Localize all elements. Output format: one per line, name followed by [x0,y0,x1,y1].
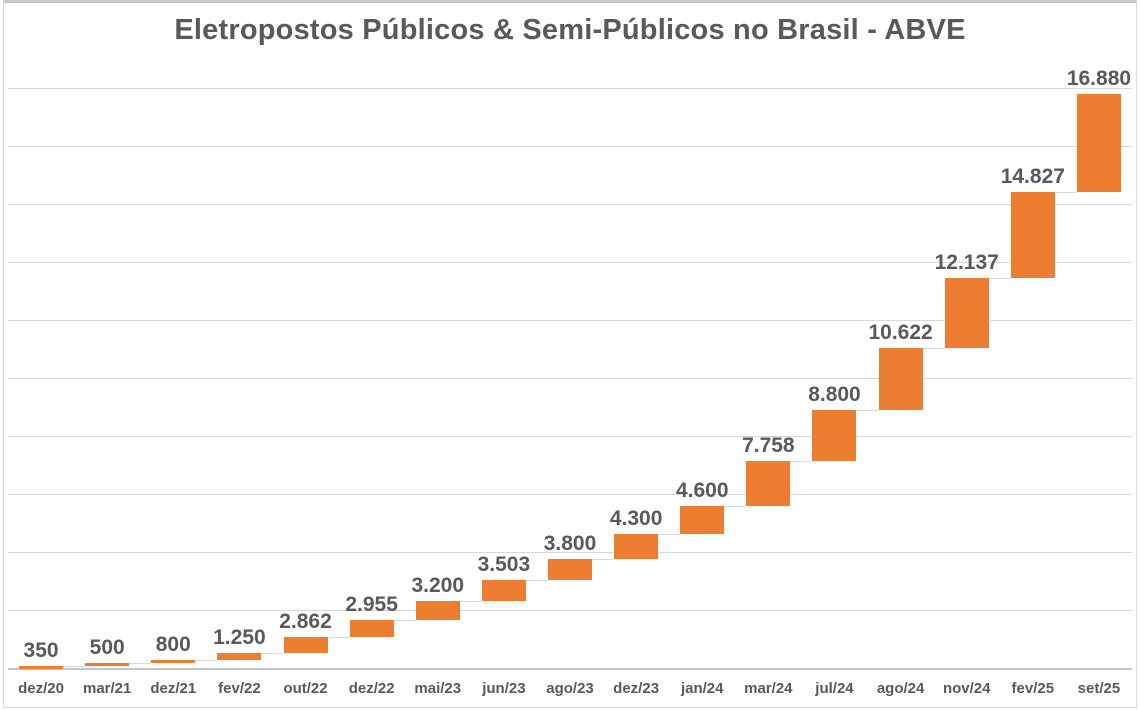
x-axis-label: jun/23 [482,680,526,697]
waterfall-bar [944,278,989,348]
y-gridline [8,610,1132,612]
waterfall-bar [217,653,262,660]
waterfall-bar [812,410,857,461]
y-gridline [8,146,1132,148]
x-axis-label: dez/22 [348,680,395,697]
waterfall-connector [327,637,350,638]
y-gridline [8,494,1132,496]
waterfall-bar [283,637,328,653]
waterfall-bar [548,559,592,580]
waterfall-bar [680,506,725,534]
waterfall-connector [790,461,813,462]
x-axis-label: mai/23 [414,680,462,697]
waterfall-connector [592,559,615,560]
waterfall-bar [1010,192,1055,278]
bar-value-label: 2.955 [345,593,398,616]
waterfall-connector [63,666,86,667]
x-axis-label: mar/24 [744,680,793,697]
x-axis-label: dez/21 [150,680,197,697]
x-axis-label: jul/24 [815,680,854,697]
waterfall-bar [85,663,130,666]
waterfall-connector [1054,192,1077,193]
x-axis-label: fev/25 [1011,680,1055,697]
y-gridline [8,552,1132,554]
waterfall-bar [19,666,64,669]
waterfall-connector [261,653,284,654]
bar-value-label: 4.300 [609,507,663,530]
bar-value-label: 12.137 [934,251,999,274]
x-axis-label: out/22 [283,680,328,697]
y-gridline [8,378,1132,380]
bar-value-label: 3.503 [477,553,531,576]
bar-value-label: 500 [89,636,125,659]
bar-value-label: 7.758 [742,434,795,457]
waterfall-connector [856,410,879,411]
x-axis-label: dez/23 [613,680,660,697]
x-axis-label: fev/22 [218,680,261,697]
waterfall-connector [195,660,218,661]
x-axis-label: ago/23 [546,680,594,697]
x-axis-label: jan/24 [680,680,724,697]
y-gridline [8,88,1132,89]
waterfall-bar [481,580,526,601]
waterfall-bar [415,601,460,620]
waterfall-connector [988,278,1011,279]
y-gridline [8,320,1132,322]
waterfall-connector [525,580,548,581]
y-gridline [8,262,1132,264]
bar-value-label: 4.600 [675,479,729,502]
x-axis-label: ago/24 [876,680,925,697]
waterfall-bar [1076,94,1121,192]
bar-value-label: 10.622 [868,321,933,344]
chart-title: Eletropostos Públicos & Semi-Públicos no… [174,14,966,46]
x-axis-label: dez/20 [18,680,64,697]
bar-value-label: 800 [155,633,191,656]
waterfall-connector [459,601,482,602]
bar-value-label: 3.200 [411,574,465,597]
x-axis-label: nov/24 [942,680,991,697]
waterfall-connector [393,620,416,621]
waterfall-bar [151,660,196,663]
bar-value-label: 2.862 [279,610,332,633]
x-axis-label: set/25 [1077,680,1121,697]
waterfall-bar [746,461,791,506]
bar-value-label: 3.800 [543,532,597,555]
bar-value-label: 8.800 [808,383,861,406]
bar-value-label: 1.250 [213,626,266,649]
waterfall-connector [724,506,747,507]
waterfall-connector [658,534,681,535]
waterfall-bar [349,620,394,637]
bar-value-label: 14.827 [1000,165,1065,188]
y-gridline [8,204,1132,206]
x-axis-line [8,667,1132,670]
waterfall-connector [129,663,152,664]
x-axis-label: mar/21 [82,680,132,697]
waterfall-bar [878,348,923,410]
chart-border [3,0,1137,708]
bar-value-label: 350 [23,639,59,662]
bar-value-label: 16.880 [1066,67,1132,90]
waterfall-connector [922,348,945,349]
y-gridline [8,436,1132,438]
waterfall-bar [614,534,659,559]
